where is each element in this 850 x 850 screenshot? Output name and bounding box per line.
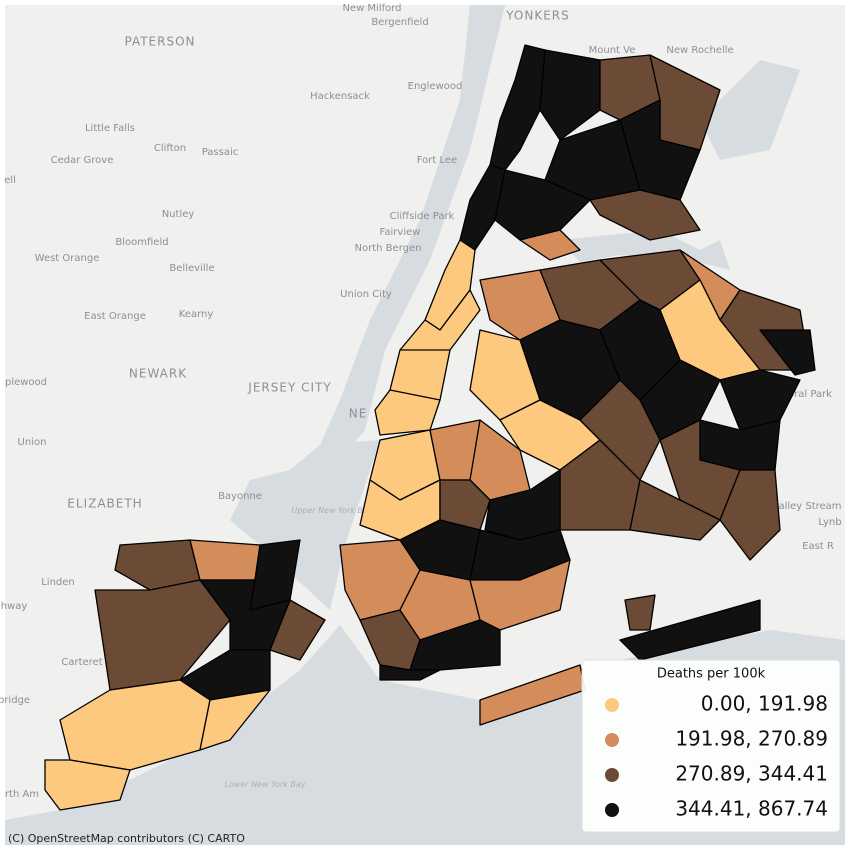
zone xyxy=(44,759,131,811)
legend-swatch xyxy=(605,698,619,712)
water-label: Lower New York Bay xyxy=(224,780,305,789)
zone xyxy=(199,689,271,751)
place-label: Cedar Grove xyxy=(51,155,114,166)
zone xyxy=(719,369,801,431)
place-label: New Milford xyxy=(342,3,401,14)
legend-label: 344.41, 867.74 xyxy=(675,797,828,821)
place-label: Clifton xyxy=(154,143,186,154)
place-label: Englewood xyxy=(408,81,463,92)
place-label: East Orange xyxy=(84,311,146,322)
place-label: Passaic xyxy=(202,147,239,158)
place-label: East R xyxy=(802,541,834,552)
zone xyxy=(619,599,761,661)
zone xyxy=(759,329,816,376)
place-label: NEWARK xyxy=(129,367,187,381)
place-label: Bayonne xyxy=(218,491,262,502)
place-label: ell xyxy=(4,175,16,186)
attribution: (C) OpenStreetMap contributors (C) CARTO xyxy=(8,832,245,845)
place-label: West Orange xyxy=(35,253,100,264)
legend-swatch xyxy=(605,733,619,747)
zone xyxy=(439,479,491,531)
place-label: Kearny xyxy=(179,309,214,320)
place-label: New Rochelle xyxy=(666,45,733,56)
zone xyxy=(189,539,261,581)
place-label: Cliffside Park xyxy=(390,211,455,222)
place-label: Fairview xyxy=(380,227,421,238)
place-label: Linden xyxy=(41,577,75,588)
legend: Deaths per 100k 0.00, 191.98 191.98, 270.… xyxy=(581,659,841,833)
place-label: Belleville xyxy=(169,263,214,274)
place-label: oral Park xyxy=(788,389,832,400)
zone xyxy=(719,469,781,561)
place-label: North Bergen xyxy=(355,243,422,254)
place-label: ELIZABETH xyxy=(67,497,142,511)
zone xyxy=(624,594,656,631)
legend-label: 191.98, 270.89 xyxy=(675,727,828,751)
place-label: bridge xyxy=(0,695,30,706)
zone xyxy=(379,664,441,681)
place-label: rth Am xyxy=(5,789,39,800)
place-label: JERSEY CITY xyxy=(247,381,331,395)
legend-label: 270.89, 344.41 xyxy=(675,762,828,786)
zone xyxy=(59,679,211,771)
place-label: plewood xyxy=(5,377,47,388)
place-label: Nutley xyxy=(162,209,195,220)
zone xyxy=(519,229,581,261)
legend-swatch xyxy=(605,768,619,782)
place-label: YONKERS xyxy=(505,9,570,23)
place-label: Hackensack xyxy=(310,91,370,102)
zone xyxy=(629,479,721,541)
place-label: Bergenfield xyxy=(371,17,428,28)
place-label: PATERSON xyxy=(124,35,195,49)
place-label: alley Stream xyxy=(778,501,841,512)
zone xyxy=(374,389,441,436)
place-label: Little Falls xyxy=(85,123,135,134)
legend-swatch xyxy=(605,803,619,817)
zone xyxy=(539,49,601,141)
place-label: Union xyxy=(18,437,47,448)
zone xyxy=(559,439,641,531)
place-label: hway xyxy=(1,601,28,612)
zone xyxy=(199,579,291,651)
place-label: Carteret xyxy=(61,657,102,668)
legend-title: Deaths per 100k xyxy=(657,667,766,682)
legend-box xyxy=(581,659,841,833)
place-label: Bloomfield xyxy=(115,237,168,248)
place-label: NE xyxy=(349,407,368,421)
water-label: Upper New York Bay xyxy=(291,506,373,515)
place-label: Fort Lee xyxy=(417,155,457,166)
legend-label: 0.00, 191.98 xyxy=(701,692,828,716)
place-label: Union City xyxy=(340,289,392,300)
place-label: Lynb xyxy=(818,517,841,528)
place-label: Mount Ve xyxy=(589,45,636,56)
